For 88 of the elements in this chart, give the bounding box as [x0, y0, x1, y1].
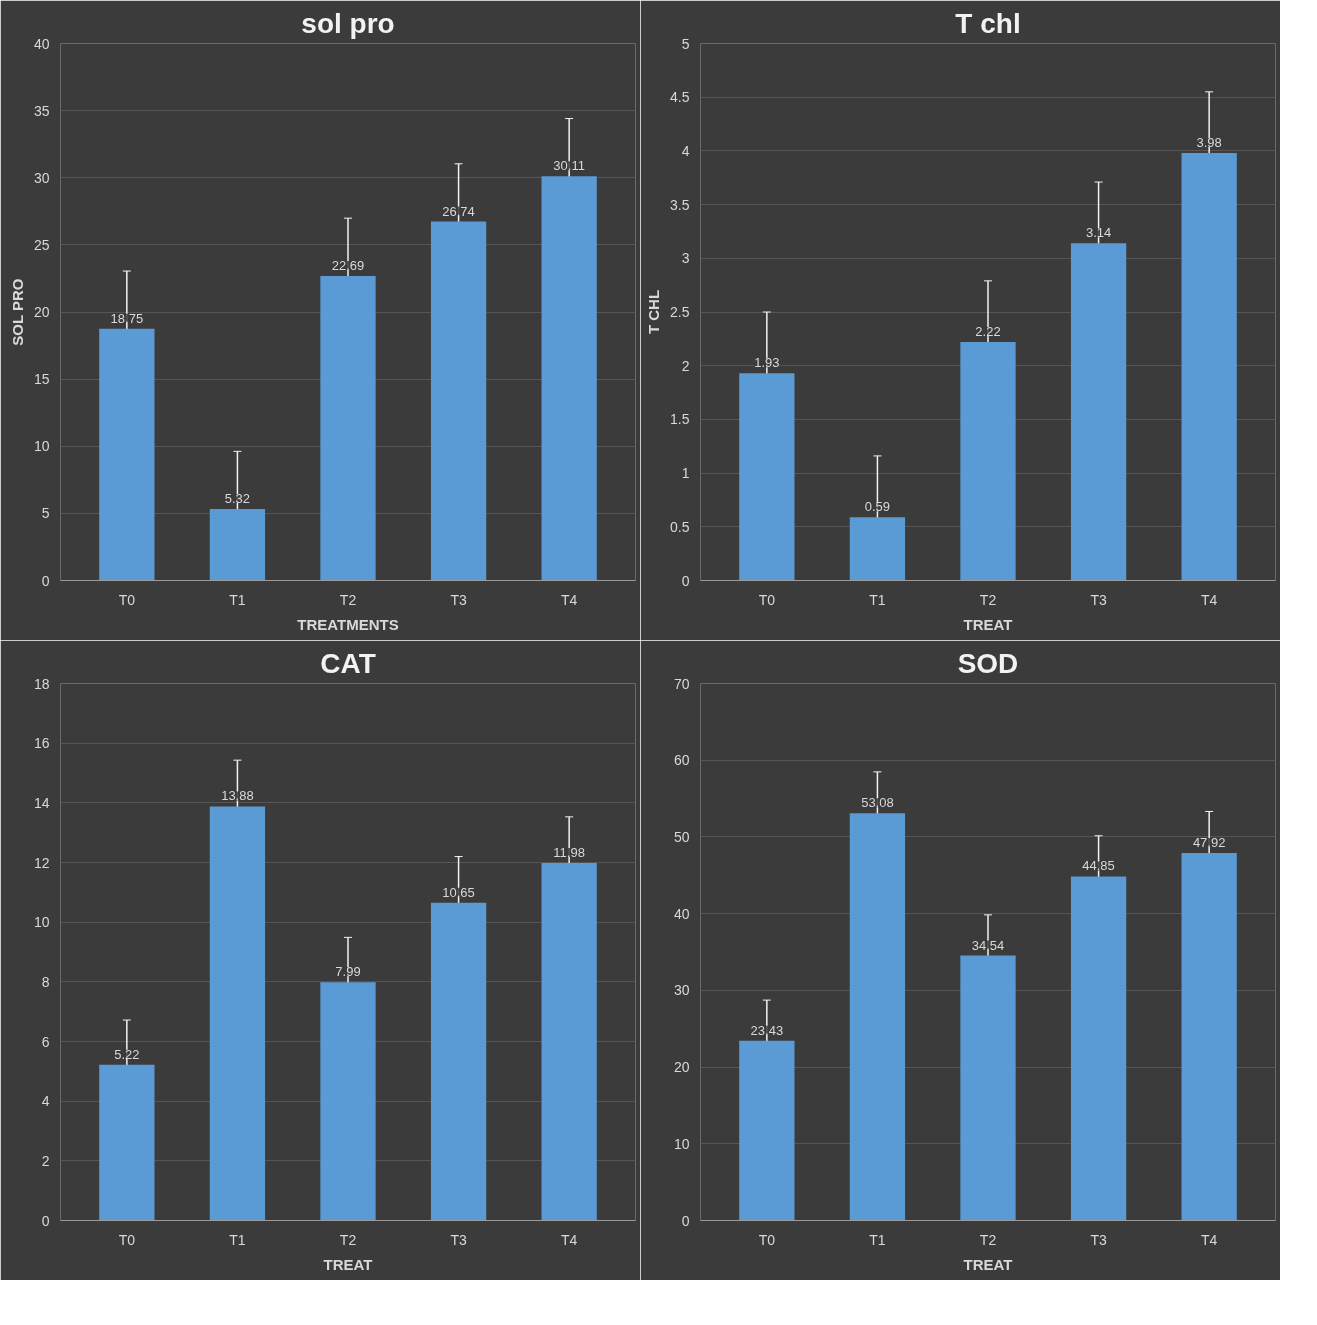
- y-axis-title: SOL PRO: [8, 278, 26, 346]
- y-tick-label: 30: [33, 169, 50, 186]
- y-tick-label: 12: [33, 854, 50, 871]
- y-tick-label: 5: [681, 35, 690, 52]
- chart-title: sol pro: [301, 7, 395, 39]
- x-tick-label: T1: [869, 591, 886, 608]
- y-tick-label: 15: [33, 371, 50, 388]
- y-tick-label: 16: [33, 735, 50, 752]
- data-label: 3.14: [1085, 225, 1112, 241]
- y-tick-label: 2.5: [670, 304, 690, 320]
- x-axis-title: TREATMENTS: [297, 615, 399, 633]
- y-tick-label: 10: [33, 914, 50, 931]
- y-tick-label: 1: [681, 465, 690, 482]
- chart-title: T chl: [955, 7, 1021, 39]
- data-label: 26.74: [442, 203, 475, 219]
- y-tick-label: 0: [681, 1212, 690, 1229]
- x-tick-label: T2: [979, 591, 997, 608]
- y-tick-label: 0.5: [670, 518, 690, 535]
- chart-title: SOD: [957, 647, 1019, 679]
- x-tick-label: T4: [1200, 1231, 1218, 1248]
- y-tick-label: 3.5: [670, 196, 690, 213]
- y-tick-label: 60: [673, 752, 690, 769]
- y-tick-label: 0: [681, 572, 690, 589]
- data-label: 5.22: [114, 1046, 140, 1062]
- x-tick-label: T4: [1200, 591, 1218, 608]
- y-tick-label: 70: [673, 675, 690, 692]
- x-tick-label: T1: [229, 1231, 246, 1248]
- x-axis-title: TREAT: [963, 1255, 1013, 1273]
- y-tick-label: 0: [41, 1212, 50, 1229]
- x-tick-label: T2: [339, 1231, 357, 1248]
- y-tick-label: 10: [33, 438, 50, 455]
- x-tick-label: T3: [450, 1231, 467, 1248]
- x-tick-label: T0: [118, 591, 136, 608]
- y-tick-label: 5: [41, 505, 50, 522]
- x-tick-label: T1: [229, 591, 246, 608]
- x-tick-label: T2: [979, 1231, 997, 1248]
- data-label: 30.11: [553, 158, 585, 174]
- y-tick-label: 2: [681, 357, 690, 374]
- data-label: 3.98: [1196, 135, 1222, 151]
- data-label: 44.85: [1082, 858, 1115, 874]
- y-tick-label: 20: [33, 304, 50, 320]
- y-tick-label: 8: [41, 973, 50, 990]
- y-tick-label: 30: [673, 982, 690, 999]
- y-tick-label: 18: [33, 675, 50, 692]
- x-tick-label: T0: [118, 1231, 136, 1248]
- data-label: 1.93: [754, 355, 780, 371]
- chart-title: CAT: [320, 647, 376, 679]
- y-tick-label: 40: [33, 35, 50, 52]
- data-label: 10.65: [442, 884, 475, 900]
- data-label: 0.59: [864, 499, 891, 515]
- data-label: 18.75: [110, 310, 144, 326]
- data-label: 53.08: [861, 795, 894, 811]
- x-axis-title: TREAT: [963, 615, 1013, 633]
- y-tick-label: 4: [681, 142, 690, 159]
- y-tick-label: 0: [41, 572, 50, 589]
- x-tick-label: T3: [450, 591, 467, 608]
- y-tick-label: 35: [33, 102, 50, 119]
- x-tick-label: T0: [758, 1231, 776, 1248]
- data-label: 5.32: [224, 491, 251, 507]
- data-label: 11.98: [553, 845, 585, 861]
- y-tick-label: 4: [41, 1093, 50, 1110]
- x-tick-label: T4: [560, 1231, 578, 1248]
- data-label: 2.22: [975, 324, 1001, 340]
- y-tick-label: 1.5: [670, 411, 690, 428]
- x-tick-label: T4: [560, 591, 578, 608]
- y-tick-label: 3: [681, 250, 690, 267]
- y-tick-label: 4.5: [670, 89, 690, 106]
- x-tick-label: T0: [758, 591, 776, 608]
- data-label: 34.54: [971, 937, 1005, 953]
- x-tick-label: T3: [1090, 1231, 1107, 1248]
- y-axis-title: T CHL: [645, 289, 663, 335]
- y-tick-label: 40: [673, 905, 690, 922]
- y-tick-label: 50: [673, 828, 690, 845]
- x-axis-title: TREAT: [323, 1255, 373, 1273]
- y-tick-label: 25: [33, 236, 50, 253]
- x-tick-label: T2: [339, 591, 357, 608]
- x-tick-label: T3: [1090, 591, 1107, 608]
- data-label: 23.43: [750, 1022, 784, 1038]
- data-label: 13.88: [221, 788, 254, 804]
- y-tick-label: 2: [41, 1152, 50, 1169]
- y-tick-label: 6: [41, 1033, 50, 1050]
- y-tick-label: 20: [673, 1059, 690, 1076]
- data-label: 7.99: [335, 964, 361, 980]
- y-tick-label: 14: [33, 794, 50, 811]
- y-tick-label: 10: [673, 1135, 690, 1152]
- x-tick-label: T1: [869, 1231, 886, 1248]
- data-label: 22.69: [331, 257, 365, 273]
- data-label: 47.92: [1192, 834, 1226, 850]
